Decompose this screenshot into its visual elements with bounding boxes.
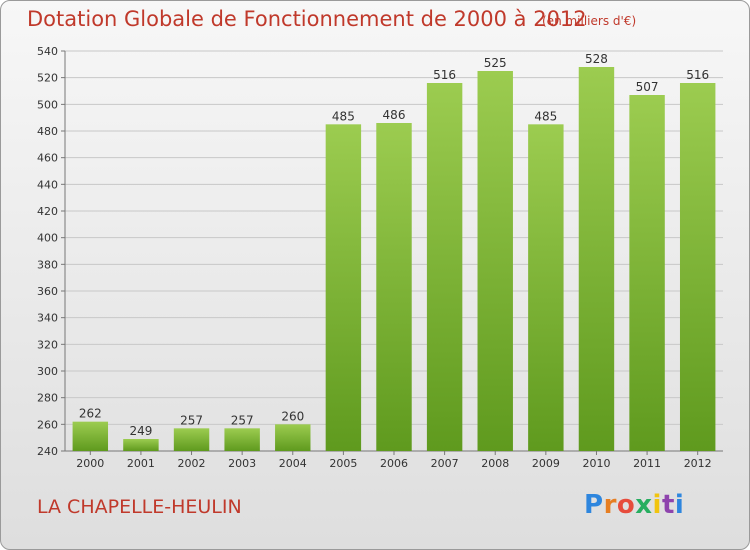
x-tick-label: 2007 (431, 457, 459, 470)
y-tick-label: 240 (37, 445, 58, 458)
brand-letter: r (603, 490, 617, 520)
y-tick-label: 540 (37, 45, 58, 58)
x-tick-label: 2003 (228, 457, 256, 470)
chart-title: Dotation Globale de Fonctionnement de 20… (27, 7, 587, 31)
brand-letter: i (674, 490, 685, 520)
brand-letter: t (661, 490, 675, 520)
bar-2005 (325, 124, 362, 451)
bar-2010 (578, 67, 615, 451)
brand-letter: x (635, 490, 653, 520)
value-label: 262 (79, 407, 102, 421)
bar-2003 (224, 428, 260, 451)
bar-2006 (376, 123, 412, 451)
y-tick-label: 320 (37, 338, 58, 351)
x-tick-label: 2000 (76, 457, 104, 470)
commune-name: LA CHAPELLE-HEULIN (37, 496, 242, 518)
brand-letter: P (584, 490, 604, 520)
brand-letter: i (652, 490, 662, 520)
x-tick-label: 2002 (178, 457, 206, 470)
y-tick-label: 500 (37, 98, 58, 111)
value-label: 485 (332, 109, 355, 123)
bar-2000 (72, 421, 109, 451)
y-tick-label: 300 (37, 365, 58, 378)
x-tick-label: 2011 (633, 457, 661, 470)
y-tick-label: 440 (37, 178, 58, 191)
chart-unit-label: (en milliers d'€) (542, 14, 637, 28)
x-tick-label: 2006 (380, 457, 408, 470)
x-tick-label: 2012 (684, 457, 712, 470)
bar-2012 (679, 83, 716, 451)
value-label: 486 (383, 108, 406, 122)
x-tick-label: 2010 (582, 457, 610, 470)
value-label: 260 (281, 409, 304, 423)
y-tick-label: 280 (37, 392, 58, 405)
value-label: 507 (636, 80, 659, 94)
value-label: 249 (129, 424, 152, 438)
x-tick-label: 2004 (279, 457, 307, 470)
value-label: 516 (686, 68, 709, 82)
bar-2009 (528, 124, 564, 451)
value-label: 525 (484, 56, 507, 70)
y-tick-label: 360 (37, 285, 58, 298)
y-tick-label: 460 (37, 152, 58, 165)
y-tick-label: 380 (37, 258, 58, 271)
value-label: 516 (433, 68, 456, 82)
bar-2007 (426, 83, 463, 451)
bar-2002 (173, 428, 210, 451)
proxiti-logo: Proxiti (584, 490, 684, 520)
y-tick-label: 260 (37, 418, 58, 431)
bar-2008 (477, 71, 513, 451)
value-label: 257 (180, 413, 203, 427)
bar-2004 (275, 424, 311, 451)
y-tick-label: 480 (37, 125, 58, 138)
value-label: 528 (585, 52, 608, 66)
y-tick-label: 520 (37, 72, 58, 85)
bar-2001 (123, 439, 159, 451)
y-tick-label: 420 (37, 205, 58, 218)
brand-letter: o (616, 490, 636, 520)
x-tick-label: 2008 (481, 457, 509, 470)
value-label: 257 (231, 413, 254, 427)
y-tick-label: 400 (37, 232, 58, 245)
x-tick-label: 2005 (329, 457, 357, 470)
value-label: 485 (534, 109, 557, 123)
bar-2011 (629, 95, 665, 451)
y-tick-label: 340 (37, 312, 58, 325)
x-tick-label: 2009 (532, 457, 560, 470)
x-tick-label: 2001 (127, 457, 155, 470)
